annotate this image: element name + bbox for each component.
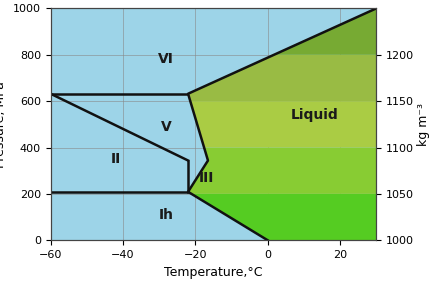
Text: III: III <box>198 171 214 185</box>
Polygon shape <box>274 8 376 55</box>
Y-axis label: kg m⁻³: kg m⁻³ <box>417 103 430 146</box>
X-axis label: Temperature,°C: Temperature,°C <box>164 266 263 278</box>
Text: II: II <box>110 152 121 166</box>
Polygon shape <box>190 101 376 148</box>
Text: VI: VI <box>158 53 174 66</box>
Y-axis label: Pressure, MPa: Pressure, MPa <box>0 81 7 168</box>
Text: Ih: Ih <box>159 208 174 222</box>
Polygon shape <box>188 55 376 101</box>
Text: Liquid: Liquid <box>291 108 338 122</box>
Text: V: V <box>161 120 172 134</box>
Polygon shape <box>188 148 376 194</box>
Polygon shape <box>191 194 376 240</box>
